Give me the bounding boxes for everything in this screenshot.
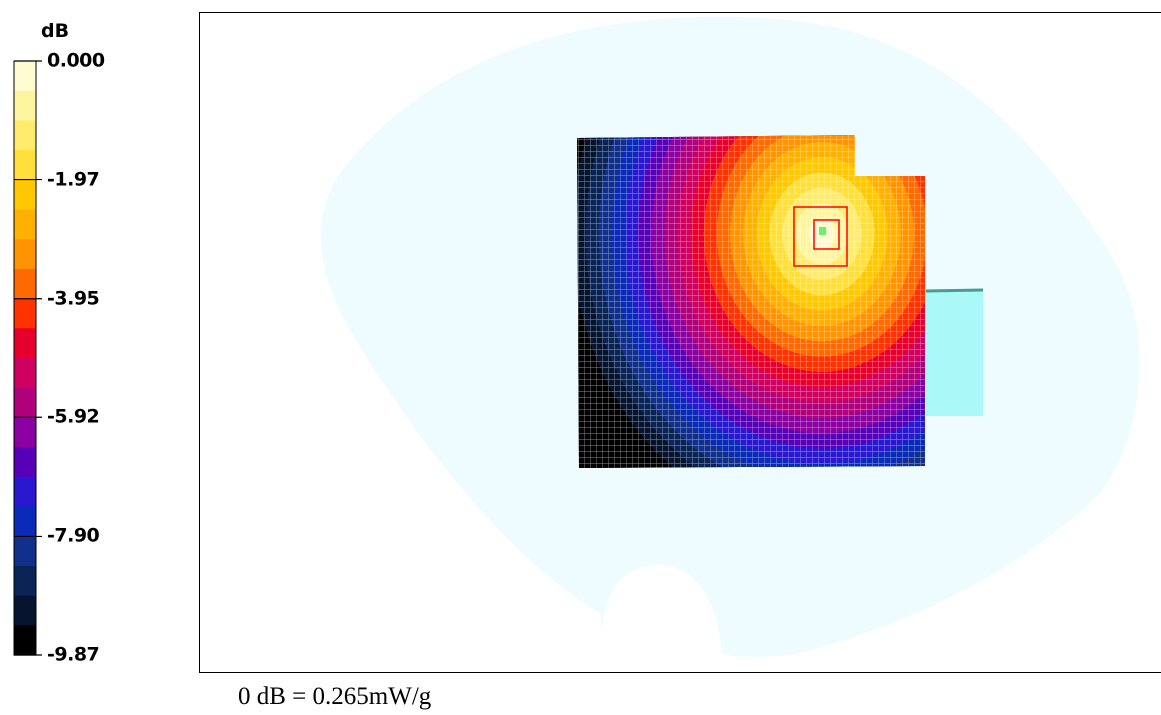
reference-value-note: 0 dB = 0.265mW/g [238, 683, 432, 710]
colorbar-band [14, 179, 36, 211]
colorbar-unit-label: dB [41, 20, 70, 42]
colorbar-tick-label: -9.87 [47, 643, 100, 666]
colorbar-tick-label: -1.97 [47, 168, 100, 191]
colorbar-band [14, 625, 36, 656]
colorbar-band [14, 595, 36, 626]
sar-heatmap [320, 16, 1140, 657]
colorbar-band [14, 536, 36, 567]
colorbar-tick-label: -3.95 [47, 287, 100, 310]
colorbar-band [14, 387, 36, 418]
colorbar-band [14, 328, 36, 359]
colorbar-band [14, 447, 36, 478]
sar-plot-area [199, 12, 1161, 673]
colorbar-tick-label: -7.90 [47, 524, 100, 547]
device-block [926, 291, 983, 416]
colorbar-band [14, 61, 36, 92]
colorbar-band [14, 209, 36, 240]
colorbar-band [14, 358, 36, 389]
scan-area [577, 135, 925, 468]
colorbar [13, 60, 42, 656]
colorbar-band [14, 476, 36, 508]
colorbar-band [14, 150, 36, 181]
peak-marker [819, 227, 826, 235]
zoom-scan-box-outer [793, 206, 848, 267]
zoom-scan-box-inner [813, 219, 840, 250]
colorbar-band [14, 239, 36, 270]
colorbar-tick-label: 0.000 [47, 49, 105, 72]
colorbar-band [14, 506, 36, 537]
colorbar-band [14, 417, 36, 448]
device-block-edge [925, 288, 984, 293]
colorbar-band [14, 120, 36, 151]
colorbar-band [14, 90, 36, 121]
colorbar-tick-label: -5.92 [47, 405, 100, 428]
colorbar-band [14, 268, 36, 300]
colorbar-band [14, 298, 36, 329]
colorbar-band [14, 565, 36, 597]
